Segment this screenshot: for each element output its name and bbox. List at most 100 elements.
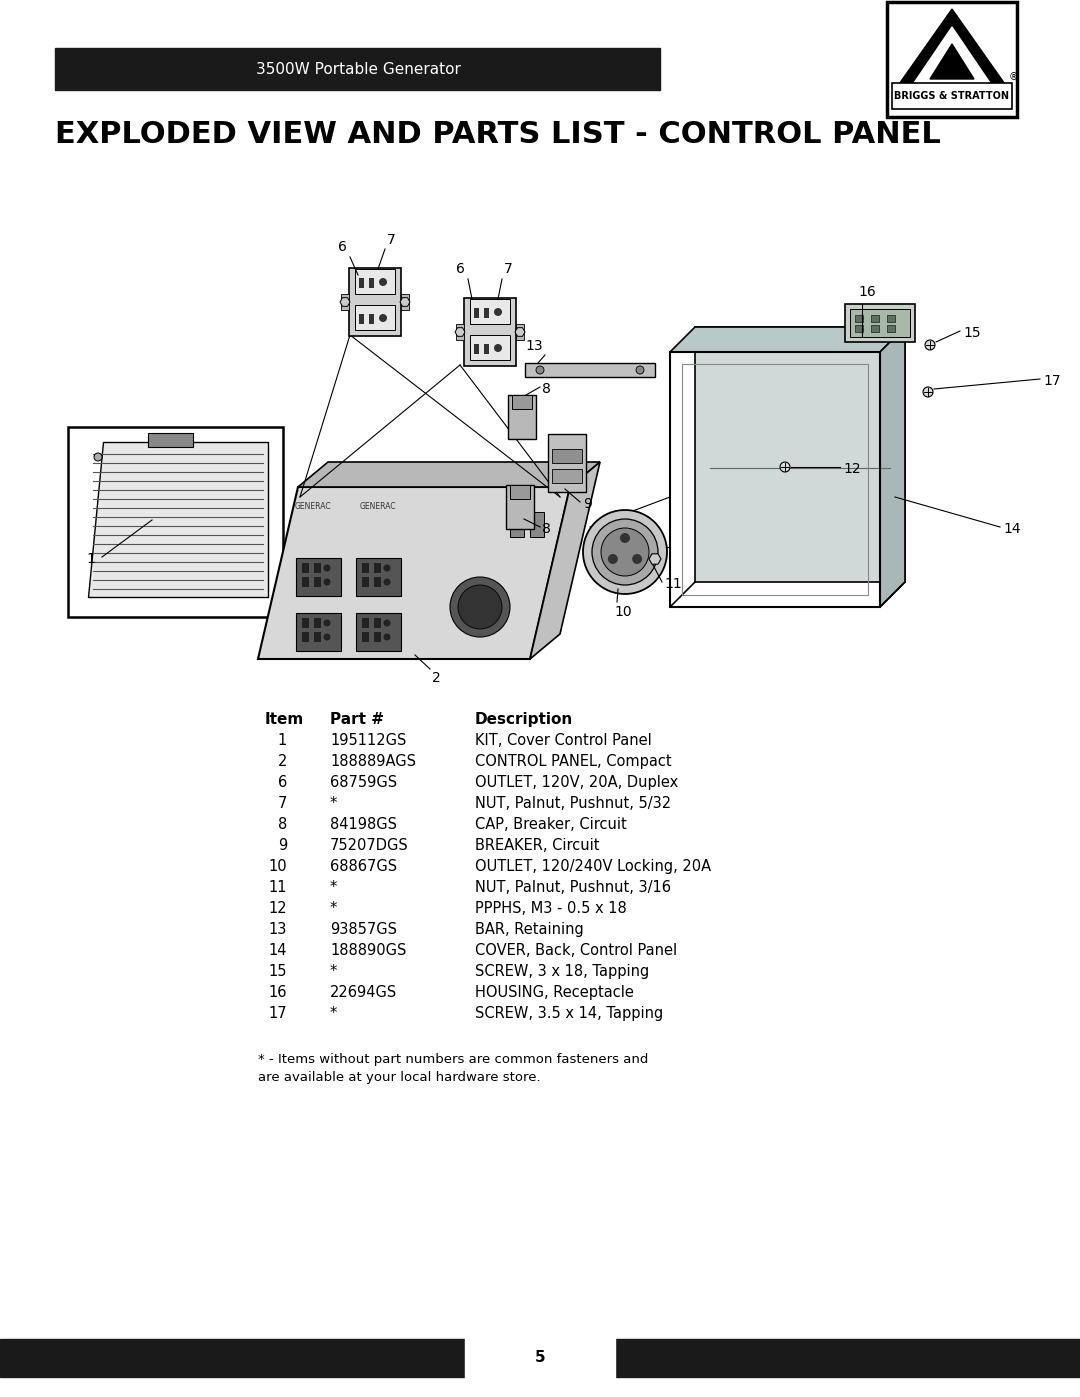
Text: 84198GS: 84198GS	[330, 817, 397, 833]
Text: OUTLET, 120V, 20A, Duplex: OUTLET, 120V, 20A, Duplex	[475, 775, 678, 789]
Circle shape	[324, 564, 330, 571]
Text: BRIGGS & STRATTON: BRIGGS & STRATTON	[894, 91, 1010, 101]
Circle shape	[379, 314, 387, 321]
Text: 13: 13	[269, 922, 287, 937]
Text: BAR, Retaining: BAR, Retaining	[475, 922, 584, 937]
Text: *: *	[330, 880, 337, 895]
Polygon shape	[530, 462, 600, 659]
Circle shape	[383, 633, 391, 640]
Circle shape	[608, 555, 618, 564]
Circle shape	[494, 344, 502, 352]
Text: *: *	[330, 1006, 337, 1021]
Circle shape	[494, 307, 502, 316]
Text: 8: 8	[542, 381, 551, 395]
Bar	[302, 617, 309, 629]
Bar	[148, 433, 193, 447]
Bar	[349, 268, 401, 337]
Circle shape	[632, 555, 643, 564]
Text: 75207DGS: 75207DGS	[330, 838, 408, 854]
Text: 6: 6	[456, 263, 465, 277]
Text: SCREW, 3 x 18, Tapping: SCREW, 3 x 18, Tapping	[475, 964, 649, 979]
Text: PPPHS, M3 - 0.5 x 18: PPPHS, M3 - 0.5 x 18	[475, 901, 626, 916]
Text: 10: 10	[615, 605, 632, 619]
Bar	[314, 631, 321, 643]
Bar	[516, 324, 524, 339]
Bar	[369, 278, 374, 288]
Circle shape	[383, 564, 391, 571]
Text: 10: 10	[268, 859, 287, 875]
Bar	[470, 299, 510, 324]
Polygon shape	[649, 553, 661, 564]
Circle shape	[600, 528, 649, 576]
Polygon shape	[258, 488, 570, 659]
Bar	[374, 631, 381, 643]
Text: 8: 8	[278, 817, 287, 833]
Bar	[356, 557, 401, 597]
Bar	[55, 47, 660, 89]
Text: 188889AGS: 188889AGS	[330, 754, 416, 768]
Polygon shape	[930, 43, 974, 80]
Bar	[362, 617, 369, 629]
Polygon shape	[880, 327, 905, 608]
Circle shape	[636, 366, 644, 374]
Bar	[0, 1338, 1080, 1377]
Bar	[362, 631, 369, 643]
Polygon shape	[87, 441, 268, 597]
Bar	[507, 485, 534, 529]
Bar	[356, 613, 401, 651]
Bar	[401, 293, 409, 310]
Text: NUT, Palnut, Pushnut, 5/32: NUT, Palnut, Pushnut, 5/32	[475, 796, 671, 812]
Text: OUTLET, 120/240V Locking, 20A: OUTLET, 120/240V Locking, 20A	[475, 859, 711, 875]
Bar	[548, 434, 586, 492]
Bar	[296, 557, 341, 597]
Bar	[845, 305, 915, 342]
Bar	[474, 344, 480, 353]
Bar	[296, 613, 341, 651]
Text: 188890GS: 188890GS	[330, 943, 406, 958]
Bar	[855, 326, 863, 332]
Bar	[887, 1, 1017, 117]
Bar	[512, 395, 532, 409]
Bar	[341, 293, 349, 310]
Text: COVER, Back, Control Panel: COVER, Back, Control Panel	[475, 943, 677, 958]
Text: 17: 17	[268, 1006, 287, 1021]
Polygon shape	[340, 298, 350, 306]
Bar	[887, 314, 895, 321]
Circle shape	[324, 578, 330, 585]
Bar	[456, 324, 464, 339]
Text: 11: 11	[269, 880, 287, 895]
Bar	[362, 563, 369, 573]
Text: KIT, Cover Control Panel: KIT, Cover Control Panel	[475, 733, 651, 747]
Text: are available at your local hardware store.: are available at your local hardware sto…	[258, 1070, 541, 1084]
Polygon shape	[515, 328, 525, 337]
Bar	[892, 82, 1012, 109]
Text: CAP, Breaker, Circuit: CAP, Breaker, Circuit	[475, 817, 626, 833]
Circle shape	[458, 585, 502, 629]
Bar	[314, 617, 321, 629]
Text: 68867GS: 68867GS	[330, 859, 397, 875]
Polygon shape	[670, 327, 905, 352]
Text: BREAKER, Circuit: BREAKER, Circuit	[475, 838, 599, 854]
Text: 14: 14	[1003, 522, 1021, 536]
Bar	[374, 563, 381, 573]
Text: 195112GS: 195112GS	[330, 733, 406, 747]
Circle shape	[923, 387, 933, 397]
Bar	[302, 577, 309, 587]
Bar	[465, 1336, 615, 1382]
Bar	[552, 448, 582, 462]
Text: HOUSING, Receptacle: HOUSING, Receptacle	[475, 985, 634, 1000]
Text: 9: 9	[583, 497, 592, 511]
Bar	[359, 314, 364, 324]
Text: 2: 2	[432, 671, 441, 685]
Bar	[525, 363, 654, 377]
Text: 3500W Portable Generator: 3500W Portable Generator	[256, 61, 460, 77]
Polygon shape	[400, 298, 410, 306]
Bar	[484, 307, 489, 319]
Text: 8: 8	[542, 522, 551, 536]
Bar	[68, 427, 283, 617]
Bar	[314, 563, 321, 573]
Circle shape	[924, 339, 935, 351]
Bar	[464, 298, 516, 366]
Text: EXPLODED VIEW AND PARTS LIST - CONTROL PANEL: EXPLODED VIEW AND PARTS LIST - CONTROL P…	[55, 120, 941, 149]
Bar	[508, 395, 536, 439]
